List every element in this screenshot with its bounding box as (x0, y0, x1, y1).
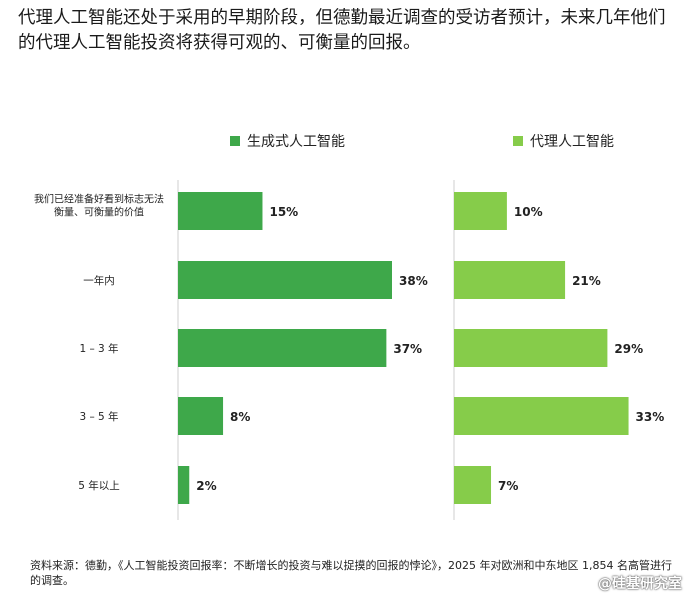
category-label-1-0: 一年内 (83, 274, 115, 287)
bar-0-1 (178, 261, 392, 299)
bars: 15% 38% 37% 8% 2% 10% 21% 29% 33% 7% (178, 192, 664, 504)
category-label-0-1: 衡量、可衡量的价值 (54, 206, 144, 219)
bar-0-0 (178, 192, 263, 230)
legend-swatch-1 (513, 136, 523, 146)
source-note: 资料来源：德勤，《人工智能投资回报率：不断增长的投资与难以捉摸的回报的悖论》，2… (30, 559, 672, 587)
bar-1-1 (454, 261, 566, 299)
category-label-0-0: 我们已经准备好看到标志无法 (34, 193, 164, 206)
legend-label-0: 生成式人工智能 (247, 134, 345, 150)
bar-1-0 (454, 192, 507, 230)
bar-0-4 (178, 466, 190, 504)
data-label-0-2: 37% (393, 342, 422, 356)
bar-0-2 (178, 329, 387, 367)
data-label-1-1: 21% (572, 274, 601, 288)
category-label-3-0: 3 – 5 年 (79, 410, 118, 423)
bar-0-3 (178, 397, 224, 435)
chart-title: 代理人工智能还处于采用的早期阶段，但德勤最近调查的受访者预计，未来几年他们的代理… (18, 8, 666, 53)
category-label-2-0: 1 – 3 年 (79, 342, 118, 355)
bar-1-2 (454, 329, 608, 367)
data-label-0-4: 2% (196, 479, 216, 493)
category-label-4-0: 5 年以上 (78, 479, 120, 492)
legend-swatch-0 (230, 136, 240, 146)
data-label-1-3: 33% (636, 410, 665, 424)
legend: 生成式人工智能 代理人工智能 (230, 134, 614, 150)
watermark: @硅基研究室 (598, 576, 682, 592)
data-label-1-2: 29% (614, 342, 643, 356)
bar-1-3 (454, 397, 629, 435)
data-label-0-1: 38% (399, 274, 428, 288)
legend-label-1: 代理人工智能 (530, 134, 614, 150)
data-label-0-3: 8% (230, 410, 250, 424)
bar-1-4 (454, 466, 492, 504)
data-label-0-0: 15% (269, 205, 298, 219)
data-label-1-0: 10% (514, 205, 543, 219)
data-label-1-4: 7% (498, 479, 518, 493)
